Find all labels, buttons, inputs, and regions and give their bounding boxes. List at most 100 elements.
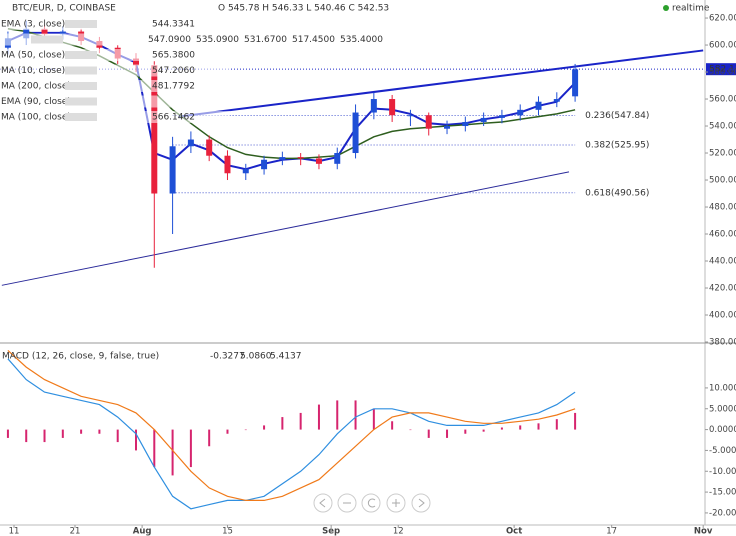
legend-name: MA (100, close) xyxy=(1,113,71,123)
candle-body xyxy=(553,99,560,102)
macd-histogram-bar xyxy=(446,429,449,438)
y-tick-label: 600.00 xyxy=(709,41,736,51)
macd-value: -0.3277 xyxy=(210,352,245,362)
macd-histogram-bar xyxy=(43,429,46,443)
macd-histogram-bar xyxy=(537,423,540,430)
legend-value: 566.1462 xyxy=(152,113,195,123)
zoom-forward[interactable] xyxy=(411,493,431,513)
x-tick-label: 15 xyxy=(222,527,233,536)
trendline xyxy=(1,171,570,286)
legend-value: 565.3800 xyxy=(152,51,195,61)
status: realtime xyxy=(672,4,710,14)
macd-histogram-bar xyxy=(574,412,577,430)
candle-body xyxy=(370,99,377,113)
legend-row-bg xyxy=(0,95,230,108)
macd-histogram-bar xyxy=(519,425,522,430)
legend-row-bg xyxy=(0,49,230,61)
legend-name: MA (10, close) xyxy=(1,66,65,76)
y-tick-label: 480.00 xyxy=(709,203,736,213)
trendline xyxy=(178,49,704,118)
macd-histogram-bar xyxy=(427,429,430,438)
legend-row-bg xyxy=(0,80,230,92)
reset-icon xyxy=(367,498,376,508)
candle-body xyxy=(151,65,158,194)
y-tick-label: 500.00 xyxy=(709,176,736,186)
macd-histogram-bar xyxy=(226,429,229,434)
candle-body xyxy=(462,121,469,127)
macd-histogram-bar xyxy=(189,429,192,468)
zoom-icons xyxy=(319,498,425,508)
legend-value: 517.4500 xyxy=(292,35,335,45)
legend-value: 481.7792 xyxy=(152,82,195,92)
x-tick-label: Nov xyxy=(694,527,713,536)
signal-line xyxy=(7,349,576,501)
y-tick-label: 10.000 xyxy=(709,383,736,393)
macd-histogram-bar xyxy=(134,429,137,451)
candle-body xyxy=(297,157,304,159)
zoom-reset[interactable] xyxy=(361,493,381,513)
candle-body xyxy=(517,109,524,116)
candle-body xyxy=(480,117,487,122)
macd-histogram-bar xyxy=(299,412,302,430)
zoom-controls[interactable] xyxy=(313,493,431,513)
y-tick-label: 560.00 xyxy=(709,95,736,105)
macd-histogram-bar xyxy=(500,427,503,430)
fib-label: 0.236(547.84) xyxy=(585,111,649,121)
legend-value: 544.3341 xyxy=(152,20,195,30)
candle-body xyxy=(132,58,139,66)
candle-body xyxy=(279,157,286,160)
macd-title: MACD (12, 26, close, 9, false, true) xyxy=(2,352,159,362)
candle-body xyxy=(224,155,231,174)
macd-histogram-bar xyxy=(263,425,266,430)
candle-body xyxy=(41,28,48,35)
legend-icons xyxy=(31,35,63,44)
legend-value: 531.6700 xyxy=(244,35,287,45)
macd-histogram-bar xyxy=(317,404,320,430)
legend-name: MA (200, close) xyxy=(1,82,71,92)
x-tick-label: 12 xyxy=(393,527,404,536)
plot-layer: 0.236(547.84) 0.382(525.95) 0.618(490.56) 5… xyxy=(0,14,736,536)
y-tick-label: 440.00 xyxy=(709,257,736,267)
x-tick-label: 21 xyxy=(70,527,81,536)
x-tick-label: 11 xyxy=(9,527,20,536)
symbol-title: BTC/EUR, D, COINBASE xyxy=(12,4,116,14)
macd-histogram-bar xyxy=(244,429,247,431)
macd-line xyxy=(7,358,576,510)
zoom-back[interactable] xyxy=(313,493,333,513)
legend-value: 547.0900 xyxy=(148,35,191,45)
macd-histogram-bar xyxy=(6,429,9,438)
legend-row-bg xyxy=(0,64,230,77)
y-tick-label: -20.000 xyxy=(709,508,736,518)
y-tick-label: -5.0000 xyxy=(709,446,736,456)
last-price-box xyxy=(706,63,736,76)
candle-body xyxy=(535,101,542,110)
candle-body xyxy=(334,153,341,164)
x-tick-label: Sep xyxy=(322,527,340,536)
y-tick-label: -15.000 xyxy=(709,488,736,498)
legend-value: 535.4000 xyxy=(340,35,383,45)
y-tick-label: 460.00 xyxy=(709,230,736,240)
legend-name: EMA (90, close) xyxy=(1,97,71,107)
y-tick-label: -10.000 xyxy=(709,467,736,477)
candle-body xyxy=(206,139,213,156)
legend-icons xyxy=(65,97,97,106)
macd-histogram-bar xyxy=(409,429,412,431)
candle-body xyxy=(425,115,432,129)
macd-histogram-bar xyxy=(153,429,156,468)
legend-icons xyxy=(65,20,97,28)
legend-icons xyxy=(65,51,97,59)
candle-body xyxy=(444,126,451,129)
y-tick-label: 380.00 xyxy=(709,338,736,348)
macd-value: 5.4137 xyxy=(270,352,302,362)
indicator-legend: EMA (3, close) 544.3341 547.0900 535.0900 53… xyxy=(0,18,383,123)
fib-label: 0.618(490.56) xyxy=(585,188,649,198)
x-tick-label: 17 xyxy=(606,527,617,536)
candle-body xyxy=(59,31,66,35)
macd-histogram-bar xyxy=(464,429,467,434)
candle-body xyxy=(315,158,322,164)
fib-label: 0.382(525.95) xyxy=(585,140,649,150)
header-bg xyxy=(0,0,600,15)
y-tick-label: 620.00 xyxy=(709,14,736,24)
